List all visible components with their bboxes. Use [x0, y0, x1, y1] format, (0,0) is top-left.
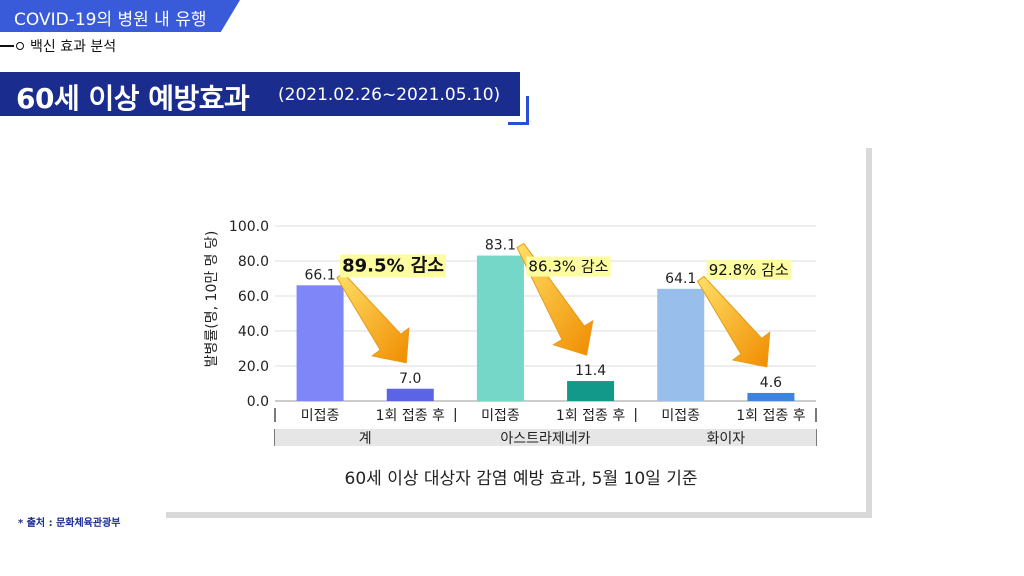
- source-note: * 출처 : 문화체육관광부: [18, 518, 121, 529]
- title-corner-decoration: [508, 96, 529, 125]
- x-category-label: 미접종: [661, 408, 700, 424]
- reduction-label: 86.3% 감소: [528, 258, 608, 276]
- bar: [567, 381, 615, 401]
- bar: [657, 288, 705, 401]
- reduction-label: 92.8% 감소: [709, 261, 789, 279]
- reduction-highlight: [340, 254, 446, 278]
- bar: [296, 285, 344, 401]
- chart-card: 0.0 20.0 40.0 60.0 80.0 100.0 66.1 미접종 7.0 1회 접종 …: [160, 142, 866, 512]
- reduction-highlight: [706, 259, 791, 280]
- y-tick-label: 80.0: [238, 254, 269, 270]
- period-text: (2021.02.26~2021.05.10): [278, 85, 501, 105]
- bar-chart: 0.0 20.0 40.0 60.0 80.0 100.0 66.1 미접종 7.0 1회 접종 …: [204, 219, 817, 489]
- bar: [476, 255, 524, 401]
- y-tick-label: 100.0: [229, 219, 269, 235]
- reduction-highlight: [526, 256, 611, 277]
- chart-caption: 60세 이상 대상자 감염 예방 효과, 5월 10일 기준: [345, 469, 698, 489]
- x-category-label: 미접종: [301, 408, 340, 424]
- y-tick-label: 60.0: [238, 289, 269, 305]
- reduction-arrow: [336, 272, 410, 364]
- reduction-label: 89.5% 감소: [342, 255, 444, 276]
- subtitle-text: 백신 효과 분석: [30, 39, 117, 55]
- x-group-label: 아스트라제네카: [500, 431, 590, 447]
- bar-value-label: 4.6: [760, 375, 782, 391]
- bar-value-label: 66.1: [304, 267, 335, 283]
- y-tick-label: 0.0: [247, 394, 269, 410]
- bullet-dot-icon: [16, 42, 24, 50]
- header-tag: COVID-19의 병원 내 유행: [0, 0, 240, 32]
- x-category-label: 1회 접종 후: [376, 408, 445, 424]
- title-bar: 60세 이상 예방효과 (2021.02.26~2021.05.10): [0, 72, 520, 116]
- bar-value-label: 7.0: [399, 371, 421, 387]
- x-group-label: 계: [359, 431, 372, 447]
- x-group-label: 화이자: [707, 431, 746, 447]
- x-category-label: 1회 접종 후: [556, 408, 625, 424]
- reduction-arrow: [696, 275, 771, 368]
- y-axis-label: 발병률(명, 10만 명 당): [204, 231, 220, 368]
- y-tick-label: 20.0: [238, 359, 269, 375]
- bar: [747, 392, 795, 401]
- subtitle: 백신 효과 분석: [0, 36, 116, 56]
- bar-value-label: 64.1: [665, 271, 696, 287]
- y-tick-label: 40.0: [238, 324, 269, 340]
- bar-value-label: 83.1: [485, 238, 516, 254]
- group-label-band: [275, 429, 816, 446]
- page-title: 60세 이상 예방효과: [16, 82, 250, 115]
- header-tag-text: COVID-19의 병원 내 유행: [14, 10, 207, 30]
- bar: [386, 388, 434, 401]
- x-category-label: 미접종: [481, 408, 520, 424]
- bullet-line-icon: [0, 45, 14, 47]
- bar-value-label: 11.4: [575, 363, 606, 379]
- x-category-label: 1회 접종 후: [736, 408, 805, 424]
